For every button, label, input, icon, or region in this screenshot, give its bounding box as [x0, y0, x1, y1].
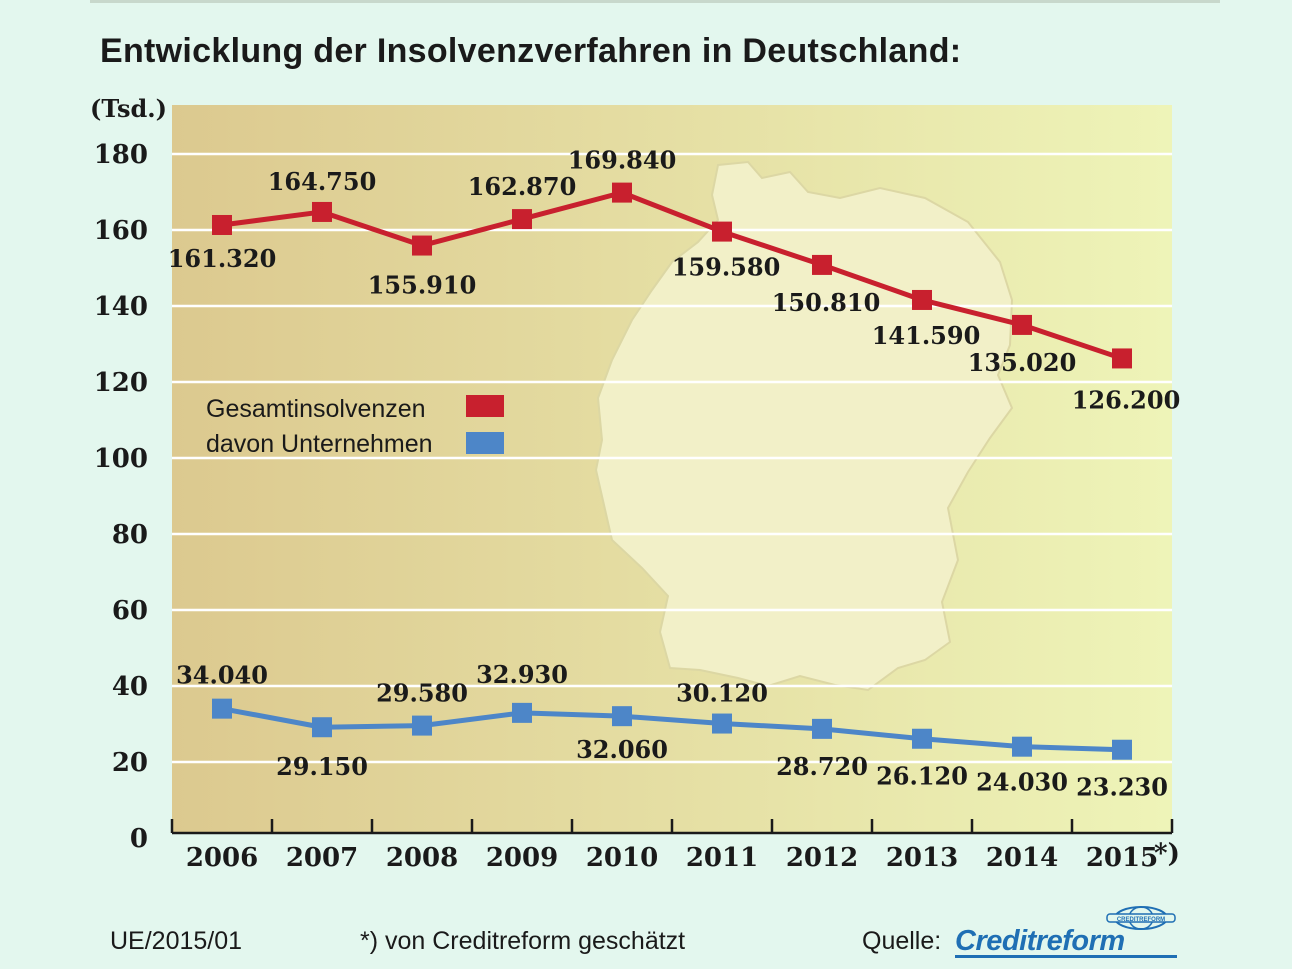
y-tick-label: 80: [112, 520, 148, 550]
x-tick-label-2015: 2015: [1086, 843, 1158, 873]
data-point-gesamtinsolvenzen-2012: [812, 254, 832, 275]
data-point-unternehmen-2008: [412, 715, 432, 736]
data-label-unternehmen-2010: 32.060: [576, 735, 668, 764]
x-tick-label-2010: 2010: [586, 843, 658, 873]
data-point-unternehmen-2006: [212, 698, 232, 719]
data-point-gesamtinsolvenzen-2015: [1112, 348, 1132, 369]
y-axis-unit-label: (Tsd.): [90, 94, 167, 123]
top-divider: [90, 0, 1220, 3]
footer-source-label: Quelle:: [862, 927, 942, 955]
data-label-gesamtinsolvenzen-2011: 159.580: [672, 253, 781, 282]
x-tick-label-2006: 2006: [186, 843, 258, 873]
logo-seal-text: CREDITREFORM: [1117, 917, 1165, 923]
globe-seal-icon: CREDITREFORM: [1106, 906, 1176, 930]
x-tick-label-2009: 2009: [486, 843, 558, 873]
y-tick-label: 0: [130, 824, 148, 854]
data-label-unternehmen-2009: 32.930: [476, 660, 568, 689]
data-point-gesamtinsolvenzen-2013: [912, 289, 932, 310]
data-label-unternehmen-2008: 29.580: [376, 679, 468, 708]
y-tick-label: 40: [112, 672, 148, 702]
y-tick-label: 180: [94, 140, 148, 170]
x-tick-estimate-marker: *): [1154, 839, 1180, 869]
data-label-gesamtinsolvenzen-2008: 155.910: [368, 271, 477, 300]
series-line-gesamtinsolvenzen: [221, 190, 1123, 361]
data-label-gesamtinsolvenzen-2007: 164.750: [268, 167, 377, 196]
data-point-gesamtinsolvenzen-2014: [1012, 314, 1032, 335]
chart-title: Entwicklung der Insolvenzverfahren in De…: [100, 32, 962, 70]
data-label-gesamtinsolvenzen-2013: 141.590: [872, 321, 981, 350]
logo-word: Creditreform: [955, 925, 1125, 957]
data-point-unternehmen-2013: [912, 728, 932, 749]
x-tick-label-2007: 2007: [286, 843, 358, 873]
logo-underline: [955, 955, 1177, 958]
data-point-unternehmen-2010: [612, 706, 632, 727]
data-label-gesamtinsolvenzen-2006: 161.320: [168, 244, 277, 273]
data-point-gesamtinsolvenzen-2007: [312, 201, 332, 222]
legend-label-davon-unternehmen: davon Unternehmen: [206, 430, 433, 458]
data-label-gesamtinsolvenzen-2014: 135.020: [968, 348, 1077, 377]
data-point-gesamtinsolvenzen-2008: [412, 235, 432, 256]
data-point-unternehmen-2015: [1112, 739, 1132, 760]
footer-code: UE/2015/01: [110, 927, 243, 955]
y-tick-label: 100: [94, 444, 148, 474]
legend-label-gesamtinsolvenzen: Gesamtinsolvenzen: [206, 395, 426, 423]
legend-swatch-davon-unternehmen: [466, 432, 504, 454]
data-label-unternehmen-2015: 23.230: [1076, 773, 1168, 802]
footer-note: *) von Creditreform geschätzt: [360, 927, 686, 955]
data-point-unternehmen-2007: [312, 717, 332, 738]
data-point-gesamtinsolvenzen-2010: [612, 182, 632, 203]
data-label-gesamtinsolvenzen-2012: 150.810: [772, 288, 881, 317]
data-point-unternehmen-2014: [1012, 736, 1032, 757]
data-point-gesamtinsolvenzen-2006: [212, 214, 232, 235]
series-line-unternehmen: [221, 706, 1123, 753]
data-point-unternehmen-2009: [512, 702, 532, 723]
data-point-unternehmen-2011: [712, 713, 732, 734]
legend-swatch-gesamtinsolvenzen: [466, 395, 504, 417]
data-label-gesamtinsolvenzen-2009: 162.870: [468, 172, 577, 201]
data-point-unternehmen-2012: [812, 718, 832, 739]
y-tick-label: 140: [94, 292, 148, 322]
x-tick-label-2008: 2008: [386, 843, 458, 873]
data-label-unternehmen-2007: 29.150: [276, 752, 368, 781]
creditreform-logo: CREDITREFORM Creditreform: [955, 905, 1180, 958]
x-tick-label-2012: 2012: [786, 843, 858, 873]
data-point-gesamtinsolvenzen-2011: [712, 221, 732, 242]
data-label-unternehmen-2006: 34.040: [176, 661, 268, 690]
data-label-unternehmen-2012: 28.720: [776, 752, 868, 781]
y-tick-label: 20: [112, 748, 148, 778]
x-tick-label-2014: 2014: [986, 843, 1058, 873]
y-tick-label: 60: [112, 596, 148, 626]
legend: Gesamtinsolvenzen davon Unternehmen: [206, 395, 504, 458]
x-tick-label-2013: 2013: [886, 843, 958, 873]
y-tick-label: 120: [94, 368, 148, 398]
data-label-gesamtinsolvenzen-2010: 169.840: [568, 146, 677, 175]
x-tick-label-2011: 2011: [686, 843, 758, 873]
data-label-unternehmen-2014: 24.030: [976, 768, 1068, 797]
data-label-unternehmen-2013: 26.120: [876, 762, 968, 791]
data-point-gesamtinsolvenzen-2009: [512, 209, 532, 230]
y-tick-label: 160: [94, 216, 148, 246]
data-label-unternehmen-2011: 30.120: [676, 679, 768, 708]
data-label-gesamtinsolvenzen-2015: 126.200: [1072, 385, 1181, 414]
